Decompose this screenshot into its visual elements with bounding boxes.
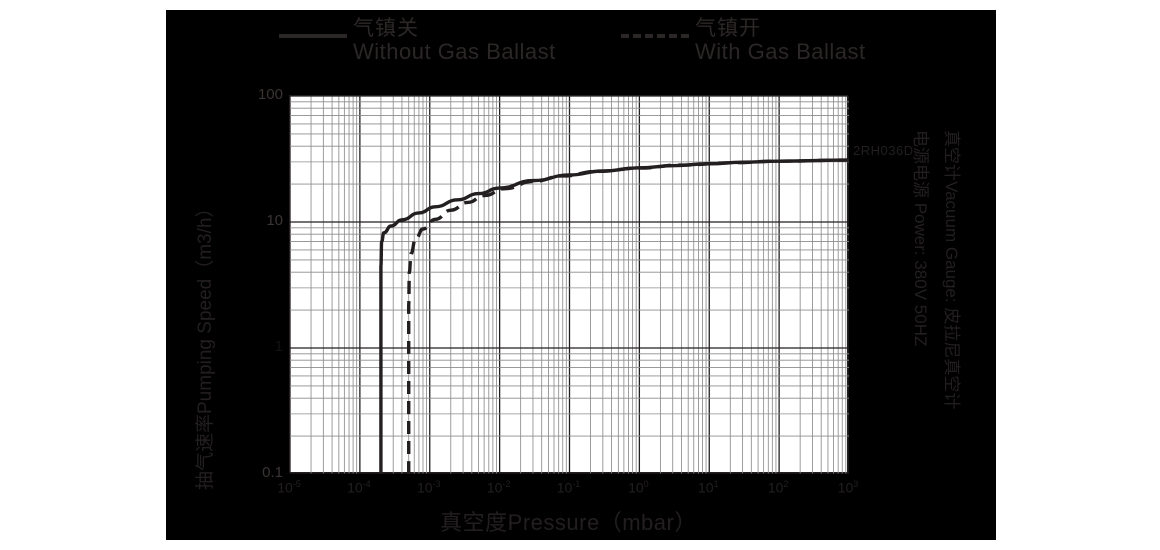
y-tick-label: 1 bbox=[274, 338, 283, 355]
x-tick-label: 10-5 bbox=[277, 479, 301, 496]
x-tick-label: 10-3 bbox=[416, 479, 441, 496]
legend-item-with-gas-ballast: 气镇开 With Gas Ballast bbox=[621, 17, 866, 65]
y-axis-title-wrap: 抽气速率Pumping Speed（m3/h） bbox=[190, 170, 216, 490]
legend-without-label-cn: 气镇关 bbox=[353, 17, 419, 40]
y-axis-title: 抽气速率Pumping Speed（m3/h） bbox=[195, 198, 216, 490]
y-tick-label: 100 bbox=[257, 86, 283, 103]
side-note-power: 电源电源 Power: 380V 50HZ bbox=[911, 130, 930, 347]
side-note-gauge: 真空计Vacuum Gauge: 皮拉尼真空计 bbox=[942, 130, 961, 410]
x-tick-label: 10-2 bbox=[486, 479, 511, 496]
x-tick-label: 10-4 bbox=[347, 479, 371, 496]
x-tick-label: 10-1 bbox=[556, 479, 581, 496]
model-label: 2RH036D bbox=[853, 143, 914, 158]
data-curves bbox=[379, 158, 849, 474]
legend-without-label-en: Without Gas Ballast bbox=[353, 39, 556, 65]
chart-legend: 气镇关 Without Gas Ballast 气镇开 With Gas Bal… bbox=[166, 10, 996, 82]
legend-with-label-en: With Gas Ballast bbox=[695, 39, 866, 65]
x-tick-label: 103 bbox=[837, 479, 859, 496]
legend-item-without-gas-ballast: 气镇关 Without Gas Ballast bbox=[279, 17, 556, 65]
legend-line-solid-icon bbox=[279, 34, 347, 38]
legend-line-dashed-icon bbox=[621, 34, 689, 38]
y-tick-label: 10 bbox=[266, 212, 283, 229]
y-tick-label: 0.1 bbox=[262, 464, 283, 481]
legend-with-label-cn: 气镇开 bbox=[695, 17, 761, 40]
x-axis-title: 真空度Pressure（mbar） bbox=[440, 510, 697, 535]
plot-area bbox=[289, 95, 849, 474]
x-tick-label: 101 bbox=[697, 479, 719, 496]
x-tick-label: 100 bbox=[628, 479, 649, 496]
x-tick-label: 102 bbox=[767, 479, 789, 496]
